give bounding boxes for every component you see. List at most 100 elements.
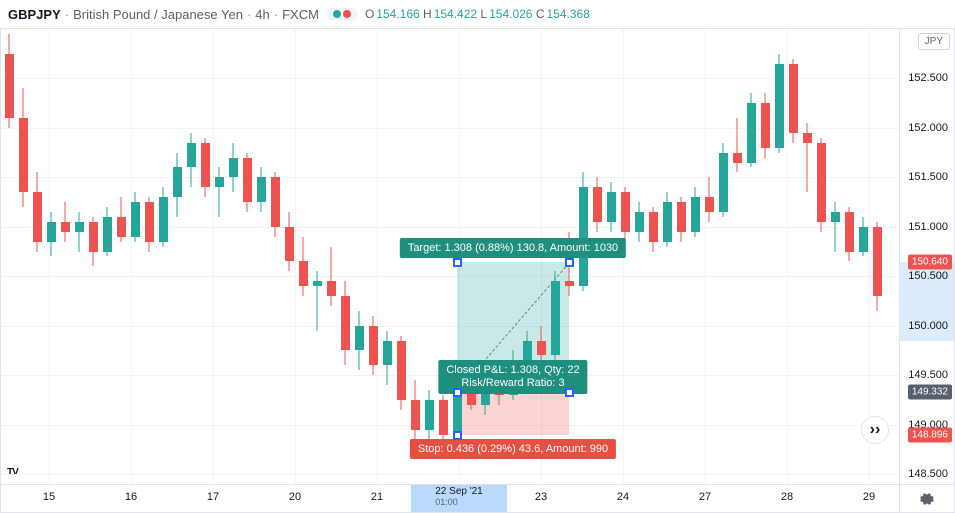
candle[interactable] bbox=[382, 331, 393, 385]
candle[interactable] bbox=[718, 143, 729, 217]
dot-up-icon bbox=[333, 10, 341, 18]
price-label: 150.640 bbox=[908, 255, 952, 270]
time-tick: 22 Sep '2101:00 bbox=[435, 487, 483, 507]
price-tick: 151.500 bbox=[908, 171, 948, 183]
timeframe[interactable]: 4h bbox=[255, 7, 269, 22]
candle[interactable] bbox=[578, 172, 589, 291]
candle[interactable] bbox=[312, 271, 323, 330]
price-label: 149.332 bbox=[908, 384, 952, 399]
candle[interactable] bbox=[214, 167, 225, 216]
candle[interactable] bbox=[634, 202, 645, 242]
handle-entry-right[interactable] bbox=[565, 388, 574, 397]
price-label: 148.896 bbox=[908, 427, 952, 442]
price-tick: 152.000 bbox=[908, 122, 948, 134]
candle[interactable] bbox=[18, 88, 29, 207]
candle[interactable] bbox=[298, 237, 309, 296]
chart-pane[interactable]: TV ›› Target: 1.308 (0.88%) 130.8, Amoun… bbox=[0, 28, 900, 485]
candle[interactable] bbox=[228, 143, 239, 192]
time-tick: 27 bbox=[699, 491, 711, 503]
time-tick: 15 bbox=[43, 491, 55, 503]
candle[interactable] bbox=[550, 271, 561, 360]
time-axis[interactable]: 15 16 17 20 21 22 Sep '2101:00 23 24 27 28 29 bbox=[0, 485, 900, 513]
candle[interactable] bbox=[606, 182, 617, 231]
candle[interactable] bbox=[872, 222, 883, 311]
stop-label[interactable]: Stop: 0.436 (0.29%) 43.6, Amount: 990 bbox=[410, 439, 616, 459]
candle[interactable] bbox=[172, 153, 183, 217]
handle-entry-left[interactable] bbox=[453, 388, 462, 397]
candle[interactable] bbox=[788, 59, 799, 143]
candle[interactable] bbox=[396, 336, 407, 410]
time-tick: 20 bbox=[289, 491, 301, 503]
price-tick: 149.500 bbox=[908, 369, 948, 381]
candle[interactable] bbox=[116, 197, 127, 242]
settings-button[interactable] bbox=[900, 485, 955, 513]
symbol-desc: British Pound / Japanese Yen bbox=[73, 7, 243, 22]
candle[interactable] bbox=[648, 207, 659, 252]
time-tick: 24 bbox=[617, 491, 629, 503]
broker: FXCM bbox=[282, 7, 319, 22]
candle[interactable] bbox=[844, 207, 855, 261]
price-tick: 151.000 bbox=[908, 221, 948, 233]
candle[interactable] bbox=[326, 247, 337, 306]
symbol[interactable]: GBPJPY bbox=[8, 7, 61, 22]
candle[interactable] bbox=[732, 118, 743, 172]
candle[interactable] bbox=[830, 202, 841, 251]
time-tick: 29 bbox=[863, 491, 875, 503]
candle[interactable] bbox=[424, 390, 435, 439]
candle[interactable] bbox=[816, 138, 827, 232]
handle-target-right[interactable] bbox=[565, 258, 574, 267]
candle[interactable] bbox=[158, 187, 169, 246]
candle[interactable] bbox=[60, 202, 71, 242]
candle[interactable] bbox=[340, 281, 351, 365]
time-tick: 23 bbox=[535, 491, 547, 503]
candle[interactable] bbox=[242, 153, 253, 212]
candle[interactable] bbox=[144, 197, 155, 251]
candle[interactable] bbox=[130, 192, 141, 241]
candle[interactable] bbox=[256, 167, 267, 212]
time-tick: 28 bbox=[781, 491, 793, 503]
price-tick: 148.500 bbox=[908, 468, 948, 480]
target-label[interactable]: Target: 1.308 (0.88%) 130.8, Amount: 103… bbox=[400, 238, 626, 258]
candle[interactable] bbox=[88, 217, 99, 266]
chart-header: GBPJPY · British Pound / Japanese Yen · … bbox=[0, 0, 955, 28]
time-tick: 21 bbox=[371, 491, 383, 503]
candle[interactable] bbox=[662, 192, 673, 246]
tradingview-logo[interactable]: TV bbox=[7, 467, 18, 478]
candle[interactable] bbox=[32, 172, 43, 251]
candle[interactable] bbox=[774, 54, 785, 153]
candle[interactable] bbox=[74, 212, 85, 252]
scroll-right-button[interactable]: ›› bbox=[861, 416, 889, 444]
candle[interactable] bbox=[200, 138, 211, 197]
candle[interactable] bbox=[620, 187, 631, 241]
candle[interactable] bbox=[4, 34, 15, 128]
time-tick: 16 bbox=[125, 491, 137, 503]
price-tick: 150.500 bbox=[908, 270, 948, 282]
time-tick: 17 bbox=[207, 491, 219, 503]
candle[interactable] bbox=[284, 212, 295, 271]
candle[interactable] bbox=[760, 93, 771, 157]
candle[interactable] bbox=[704, 177, 715, 222]
gear-icon bbox=[919, 491, 935, 507]
candle[interactable] bbox=[858, 217, 869, 257]
dot-dn-icon bbox=[343, 10, 351, 18]
handle-target-left[interactable] bbox=[453, 258, 462, 267]
candle[interactable] bbox=[102, 207, 113, 256]
candle[interactable] bbox=[746, 93, 757, 167]
candle[interactable] bbox=[186, 133, 197, 187]
price-axis[interactable]: JPY 148.500149.000149.500150.000150.5001… bbox=[900, 28, 955, 485]
price-tick: 152.500 bbox=[908, 72, 948, 84]
candle[interactable] bbox=[410, 380, 421, 439]
price-tick: 150.000 bbox=[908, 320, 948, 332]
candle[interactable] bbox=[368, 316, 379, 375]
indicator-pill[interactable] bbox=[327, 8, 357, 20]
handle-stop-left[interactable] bbox=[453, 431, 462, 440]
candle[interactable] bbox=[676, 197, 687, 242]
currency-badge[interactable]: JPY bbox=[918, 33, 950, 50]
candle[interactable] bbox=[690, 187, 701, 236]
candle[interactable] bbox=[354, 311, 365, 370]
candle[interactable] bbox=[802, 123, 813, 192]
candle[interactable] bbox=[46, 212, 57, 257]
candle[interactable] bbox=[270, 172, 281, 236]
ohlc-readout: O154.166 H154.422 L154.026 C154.368 bbox=[365, 7, 590, 21]
candle[interactable] bbox=[592, 177, 603, 231]
